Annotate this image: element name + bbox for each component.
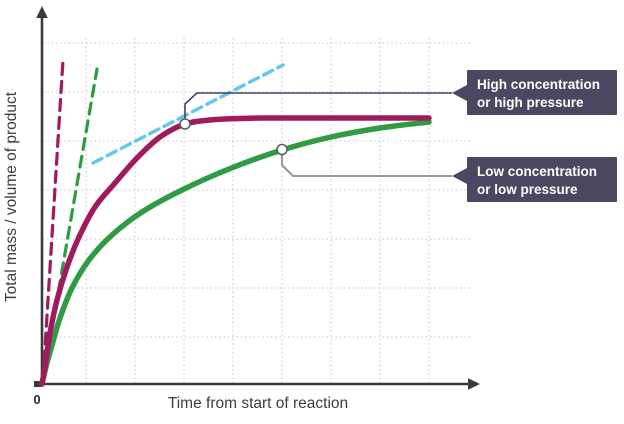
high-label-box bbox=[467, 70, 617, 115]
high-callout-line bbox=[184, 92, 452, 119]
graph-drawing bbox=[34, 6, 617, 390]
low-label-line1: Low concentration bbox=[477, 164, 597, 179]
low-callout-line bbox=[281, 155, 452, 177]
high-label-box-notch bbox=[452, 85, 467, 101]
y-axis-label: Total mass / volume of product bbox=[3, 91, 20, 302]
low-label-box-notch bbox=[452, 168, 467, 184]
tangent-at-point bbox=[91, 63, 285, 165]
x-axis-arrowhead bbox=[468, 378, 480, 390]
x-axis-label: Time from start of reaction bbox=[168, 395, 348, 412]
low-label-box bbox=[467, 157, 617, 202]
high-label-line2: or high pressure bbox=[477, 95, 584, 110]
tangent-point-marker bbox=[179, 118, 191, 130]
y-axis-arrowhead bbox=[36, 6, 48, 18]
low-label-line2: or low pressure bbox=[477, 182, 578, 197]
low-concentration-curve bbox=[39, 119, 432, 387]
tangent-point-marker bbox=[276, 143, 288, 156]
high-label-line1: High concentration bbox=[477, 77, 600, 92]
high-concentration-curve bbox=[39, 115, 432, 387]
origin-tick-label: 0 bbox=[33, 392, 40, 407]
